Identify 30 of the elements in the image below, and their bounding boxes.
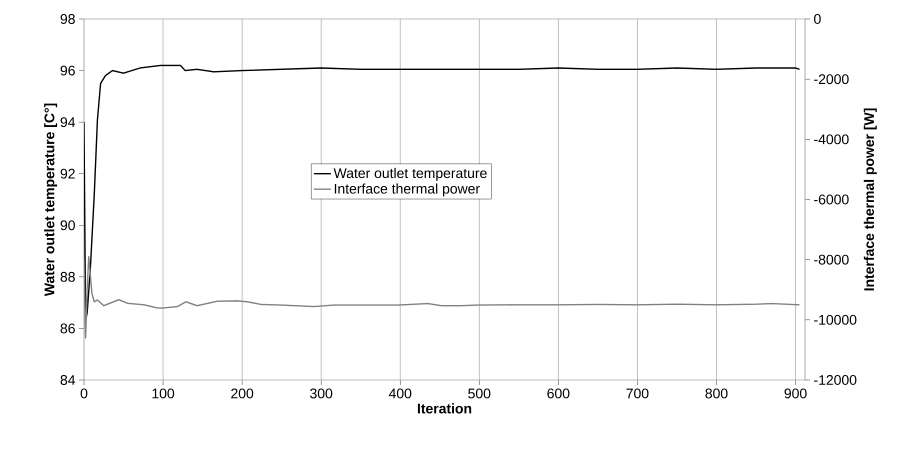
- x-tick-label: 500: [468, 388, 490, 398]
- y2-tick-label: -6000: [814, 194, 849, 204]
- x-tick-label: 700: [626, 388, 648, 398]
- y-tick-label: 94: [60, 117, 76, 128]
- x-tick-label: 300: [310, 388, 332, 398]
- y-tick-label: 90: [60, 220, 75, 230]
- y2-tick-label: -4000: [814, 134, 849, 144]
- y2-axis-title: Interface thermal power [W]: [864, 108, 877, 290]
- y-tick-label: 96: [60, 66, 75, 76]
- x-tick-label: 800: [705, 388, 728, 398]
- x-tick-label: 200: [231, 388, 254, 398]
- y-tick-label: 98: [60, 14, 75, 24]
- x-tick-label: 100: [152, 388, 174, 398]
- legend-label: Interface thermal power: [334, 183, 480, 196]
- legend-label: Water outlet temperature: [334, 168, 487, 181]
- x-tick-label: 900: [784, 388, 807, 398]
- x-tick-label: 400: [388, 388, 412, 398]
- y2-tick-label: -8000: [814, 254, 849, 265]
- y2-tick-label: -2000: [814, 74, 849, 84]
- y2-tick-label: 0: [814, 14, 821, 24]
- x-tick-label: 0: [80, 388, 88, 398]
- x-tick-label: 600: [547, 388, 570, 398]
- y2-tick-label: -12000: [814, 375, 856, 385]
- y-tick-label: 84: [60, 375, 76, 385]
- y-tick-label: 86: [60, 323, 75, 334]
- x-axis-title: Iteration: [418, 403, 472, 414]
- y-tick-label: 88: [60, 272, 75, 282]
- y-axis-title: Water outlet temperature [C°]: [44, 104, 58, 296]
- y-tick-label: 92: [60, 168, 75, 179]
- y2-tick-label: -10000: [814, 314, 856, 325]
